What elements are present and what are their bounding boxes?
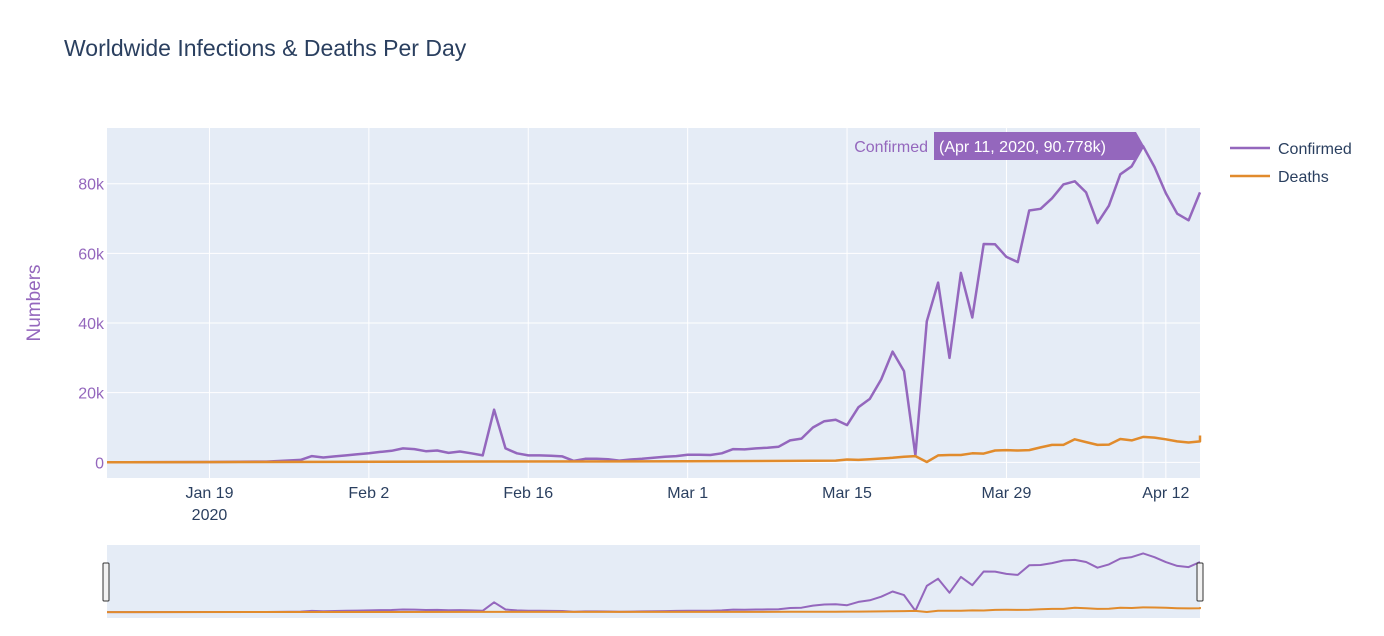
x-tick-sublabel: 2020 [192, 507, 228, 524]
x-axis-ticks: Jan 19 2020 Feb 2 Feb 16 Mar 1 Mar 15 Mar 29 Ap… [185, 485, 1189, 524]
series-line-confirmed [106, 144, 1202, 464]
y-axis-ticks: 0 20k 40k 60k 80k [78, 177, 105, 473]
hover-series-name: Confirmed [854, 139, 928, 156]
hover-box [934, 132, 1144, 160]
x-tick-label: Apr 12 [1142, 485, 1189, 502]
chart-title: Worldwide Infections & Deaths Per Day [64, 35, 467, 61]
range-slider-right-handle[interactable] [1196, 562, 1204, 602]
x-tick-label: Mar 1 [667, 485, 708, 502]
series-line-deaths [106, 435, 1202, 464]
hover-value-label: (Apr 11, 2020, 90.778k) [939, 139, 1106, 156]
y-axis-label: Numbers [24, 264, 45, 341]
grid-lines [107, 128, 1200, 478]
legend: Confirmed Deaths [1230, 141, 1352, 186]
y-tick-label: 60k [78, 246, 105, 263]
range-slider-background[interactable] [107, 545, 1200, 618]
y-tick-label: 20k [78, 386, 105, 403]
range-slider-lines [106, 552, 1201, 614]
legend-label-confirmed: Confirmed [1278, 141, 1352, 158]
range-slider[interactable] [102, 545, 1204, 618]
x-tick-label: Mar 15 [822, 485, 872, 502]
x-tick-label: Jan 19 [185, 485, 233, 502]
x-tick-label: Feb 16 [503, 485, 553, 502]
hover-tooltip: Confirmed (Apr 11, 2020, 90.778k) [854, 132, 1144, 160]
y-tick-label: 40k [78, 316, 105, 333]
y-tick-label: 0 [95, 455, 104, 472]
range-slider-left-handle[interactable] [102, 562, 110, 602]
x-tick-label: Mar 29 [982, 485, 1032, 502]
mini-series-line-confirmed [106, 552, 1201, 614]
y-tick-label: 80k [78, 177, 105, 194]
legend-label-deaths: Deaths [1278, 169, 1329, 186]
x-tick-label: Feb 2 [348, 485, 389, 502]
legend-item-confirmed[interactable]: Confirmed [1230, 141, 1352, 158]
legend-item-deaths[interactable]: Deaths [1230, 169, 1329, 186]
mini-series-line-deaths [106, 606, 1201, 614]
plot-area[interactable] [107, 128, 1200, 478]
series-lines [106, 144, 1202, 464]
